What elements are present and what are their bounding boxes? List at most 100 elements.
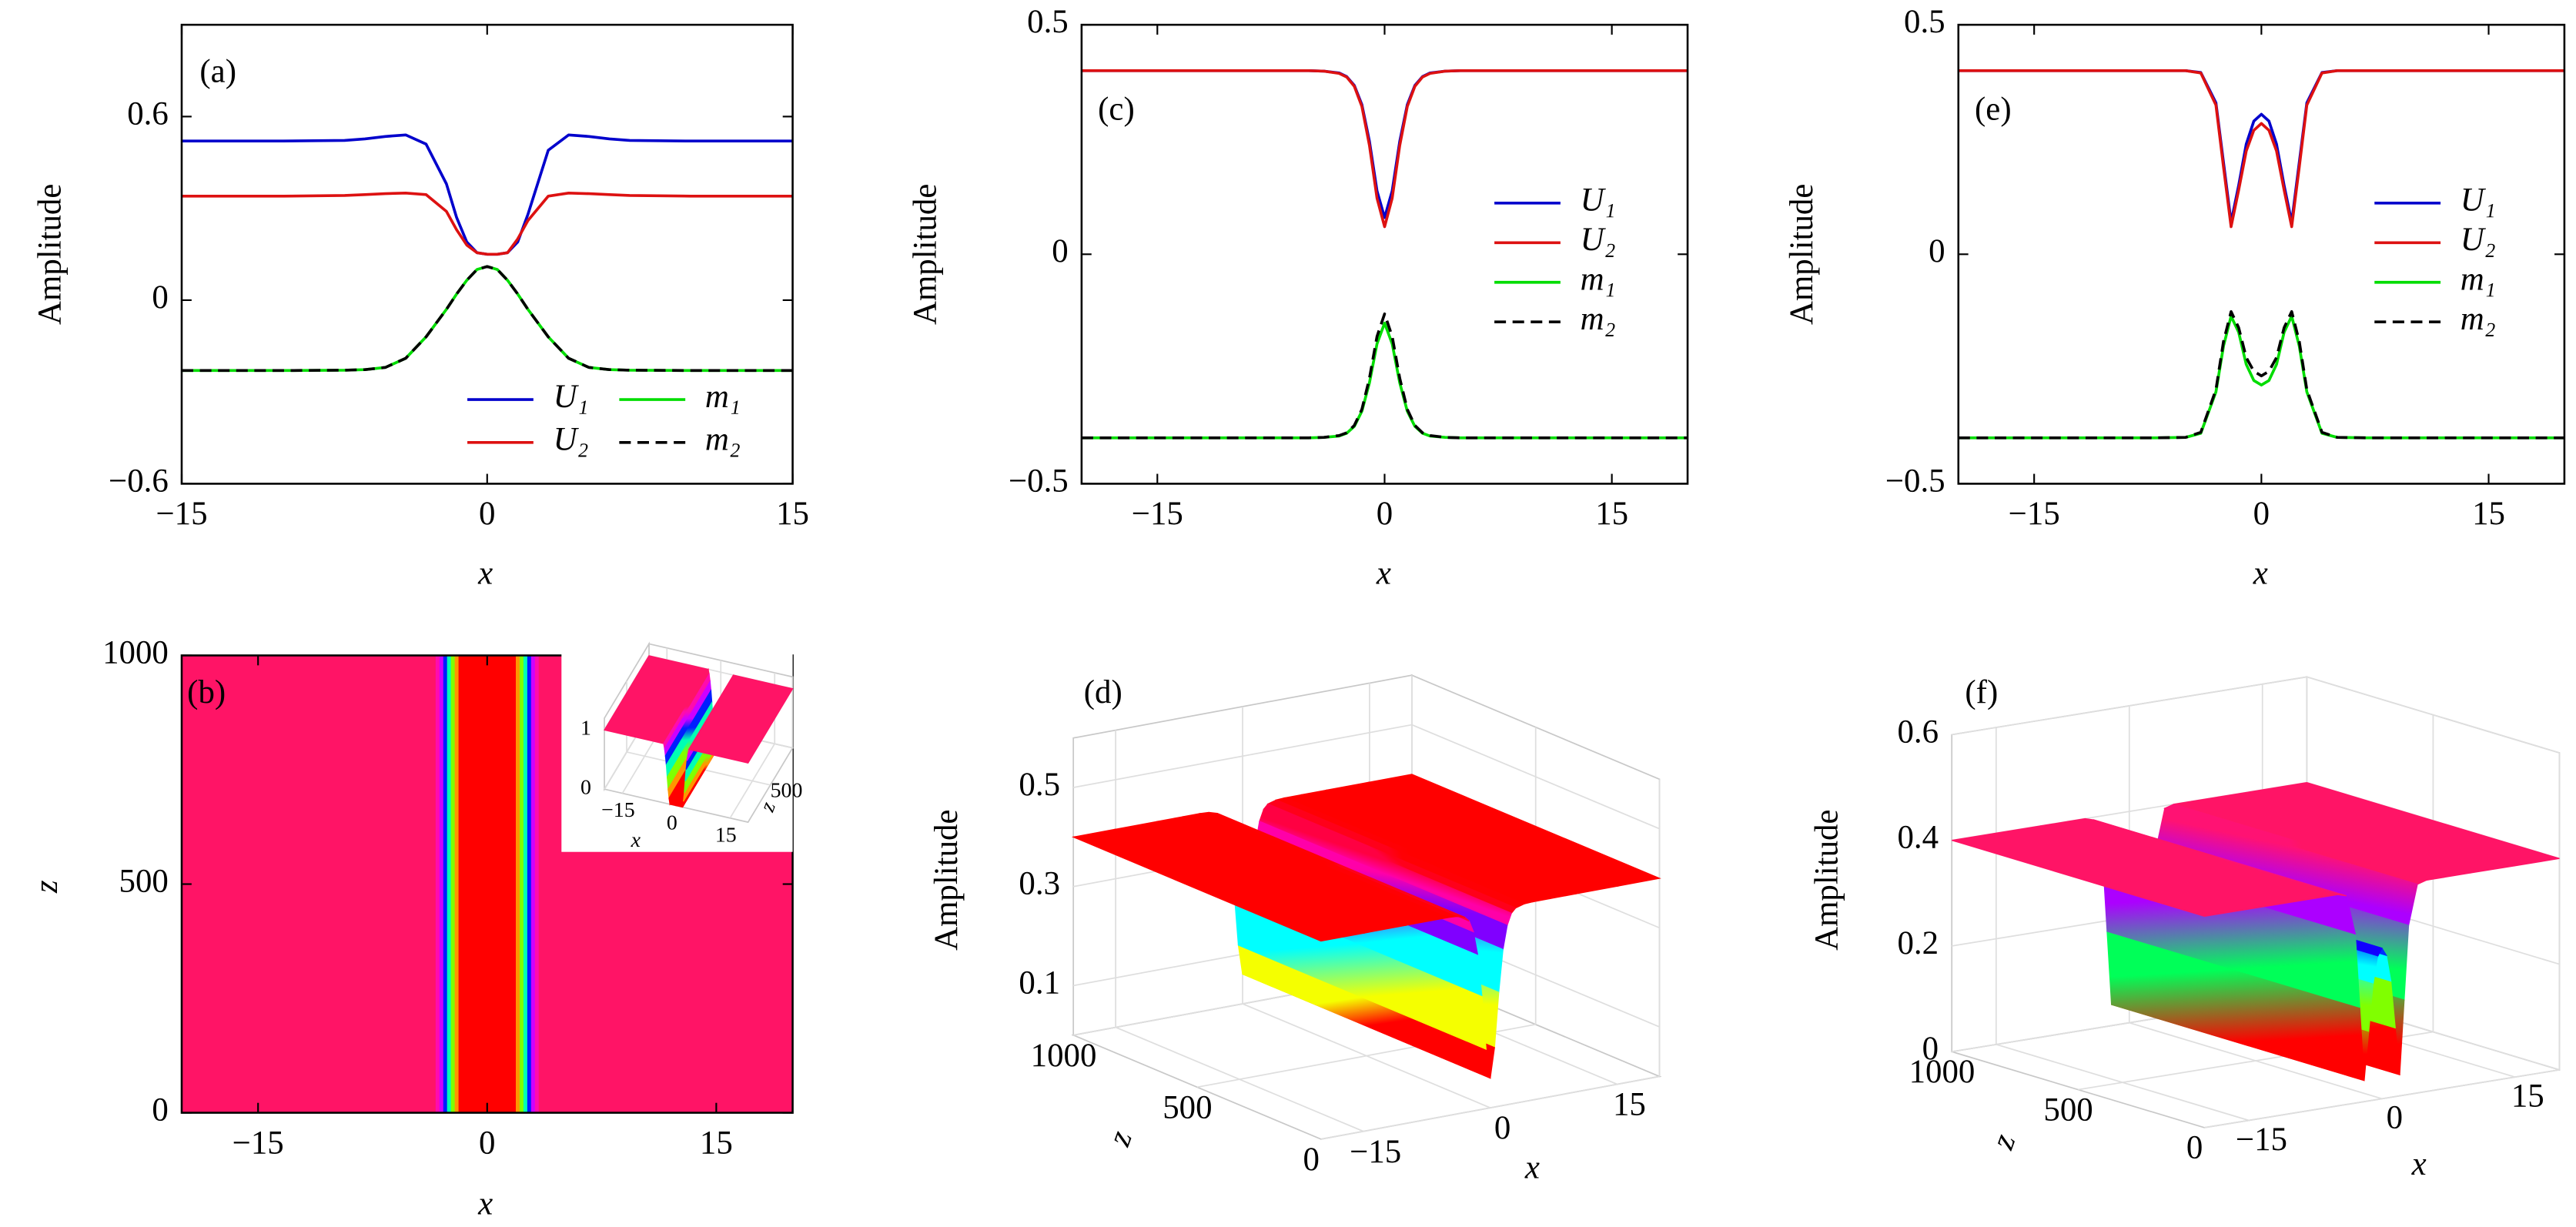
x-tick-label: 15 xyxy=(2511,1078,2544,1115)
y-tick-label: 0.5 xyxy=(1904,4,1945,40)
x-tick-label: −15 xyxy=(233,1125,284,1161)
y-tick-label: 1000 xyxy=(102,634,169,670)
heat-cell xyxy=(519,655,524,1113)
series-line xyxy=(181,133,793,256)
y-tick-label: 0.5 xyxy=(1027,4,1069,40)
heat-cell xyxy=(500,655,517,1113)
panel-label: (a) xyxy=(199,53,236,89)
series-line xyxy=(1081,69,1688,229)
z-tick-label: 0 xyxy=(580,776,591,800)
heat-cell xyxy=(443,655,448,1113)
heat-cell xyxy=(458,655,475,1113)
z-tick-label: 1 xyxy=(580,717,591,741)
x-tick-label: 0 xyxy=(1377,496,1393,532)
legend-label: U₂ xyxy=(554,422,589,458)
x-tick-label: 15 xyxy=(776,496,809,532)
z-tick-label: 0.4 xyxy=(1897,820,1939,856)
panel-label: (b) xyxy=(187,674,226,710)
y-tick-label: 0 xyxy=(1929,233,1945,269)
x-axis-label: x xyxy=(2253,555,2268,591)
legend-label: m₁ xyxy=(705,379,741,415)
y-tick-label: 0 xyxy=(152,1092,168,1128)
z-tick-label: 0 xyxy=(1922,1031,1939,1067)
heat-cell xyxy=(435,655,440,1113)
x-tick-label: 0 xyxy=(479,496,495,532)
y-tick-label: 0 xyxy=(2186,1130,2203,1166)
y-axis-label: Amplitude xyxy=(907,184,943,325)
heat-cell xyxy=(515,655,520,1113)
legend-label: U₁ xyxy=(2461,182,2496,219)
series-line xyxy=(1081,321,1688,440)
y-tick-label: 1000 xyxy=(1909,1054,1975,1090)
x-tick-label: −15 xyxy=(1132,496,1183,532)
z-tick-label: 0.2 xyxy=(1897,925,1939,961)
series-line xyxy=(1958,310,2564,440)
legend-label: m₂ xyxy=(1581,301,1616,337)
y-tick-label: 500 xyxy=(1163,1089,1212,1125)
x-axis-label: x xyxy=(1376,555,1391,591)
z-tick-label: 0.1 xyxy=(1019,965,1060,1001)
y-tick-label: −0.5 xyxy=(1885,463,1945,499)
panel-label: (f) xyxy=(1965,674,1998,710)
inset-x-label: x xyxy=(631,828,641,852)
heat-cell xyxy=(530,655,536,1113)
x-tick-label: 0 xyxy=(2387,1100,2403,1136)
heat-cell xyxy=(307,655,437,1113)
heat-cell xyxy=(534,655,540,1113)
y-tick-label: 500 xyxy=(119,863,169,899)
surface-strip xyxy=(687,674,794,764)
x-tick-label: −15 xyxy=(1350,1134,1401,1170)
y-tick-label: 0 xyxy=(1052,233,1068,269)
x-tick-label: 15 xyxy=(2472,496,2505,532)
x-tick-label: −15 xyxy=(2236,1122,2287,1158)
y-tick-label: 0 xyxy=(152,279,168,316)
x-tick-label: −15 xyxy=(2009,496,2060,532)
x-axis-label: x xyxy=(2411,1146,2427,1182)
heat-cell xyxy=(454,655,460,1113)
x-tick-label: 0 xyxy=(1494,1110,1510,1146)
x-axis-label: x xyxy=(477,1186,493,1222)
panel-label: (d) xyxy=(1084,674,1122,710)
heat-cell xyxy=(447,655,452,1113)
y-tick-label: −0.6 xyxy=(109,463,169,499)
grid-line xyxy=(2204,1068,2560,1128)
heat-cell xyxy=(473,655,501,1113)
heat-cell xyxy=(527,655,532,1113)
series-line xyxy=(181,265,793,373)
z-tick-label: 0.3 xyxy=(1019,866,1060,902)
y-tick-label: 500 xyxy=(2043,1092,2093,1128)
legend-label: U₂ xyxy=(2461,222,2496,258)
y-tick-label: 0.6 xyxy=(127,95,169,132)
x-tick-label: 0 xyxy=(2253,496,2270,532)
surface-strip xyxy=(1071,828,1366,942)
legend-label: m₁ xyxy=(1581,262,1616,298)
x-tick-label: 15 xyxy=(700,1125,733,1161)
panel-label: (e) xyxy=(1975,92,2012,128)
legend-label: U₁ xyxy=(554,379,589,415)
y-axis-label: Amplitude xyxy=(32,184,69,325)
y-tick-label: −0.5 xyxy=(1009,463,1069,499)
x-tick-label: −15 xyxy=(601,798,635,822)
legend-label: m₁ xyxy=(2461,262,2496,298)
legend-label: m₂ xyxy=(2461,301,2496,337)
y-tick-label: 1000 xyxy=(1031,1038,1097,1074)
series-line xyxy=(1958,69,2564,229)
heat-cell xyxy=(439,655,444,1113)
y-axis-label: z xyxy=(1984,1129,2022,1155)
legend-label: U₁ xyxy=(1581,182,1616,219)
series-line xyxy=(1081,312,1688,440)
z-tick-label: 0.5 xyxy=(1019,767,1060,803)
series-line xyxy=(181,191,793,256)
z-tick-label: 0.6 xyxy=(1897,714,1939,750)
x-tick-label: 0 xyxy=(667,811,677,834)
z-axis-label: Amplitude xyxy=(1808,809,1845,950)
y-axis-label: Amplitude xyxy=(1784,184,1820,325)
heat-cell xyxy=(181,655,309,1113)
x-axis-label: x xyxy=(477,555,493,591)
x-tick-label: 15 xyxy=(1613,1087,1646,1123)
heat-cell xyxy=(450,655,456,1113)
surface-strip xyxy=(1952,832,2250,918)
